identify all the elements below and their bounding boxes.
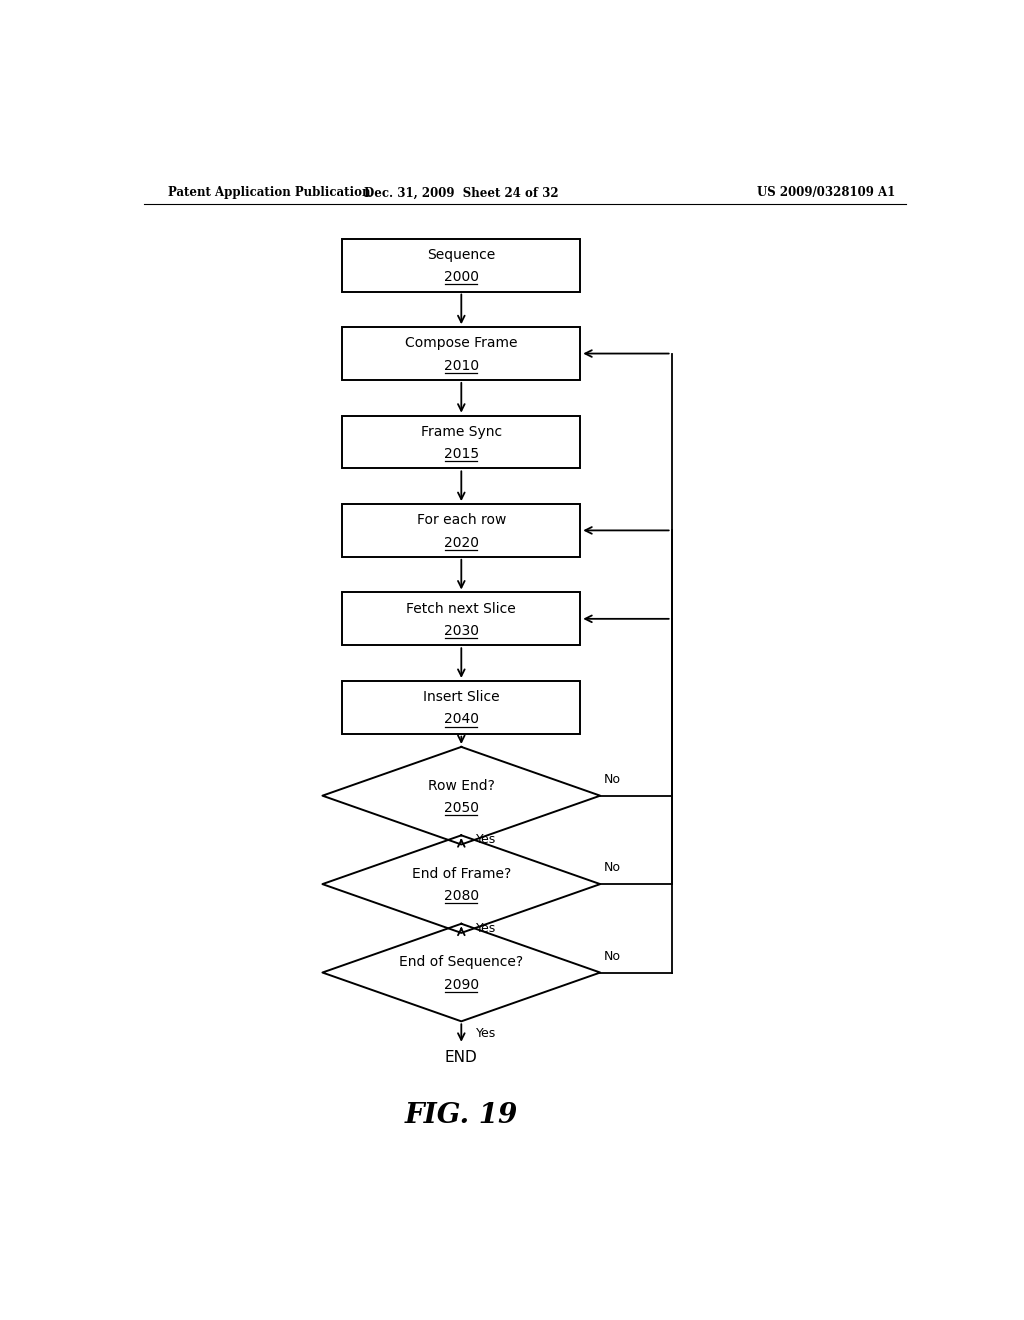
Text: No: No [604,862,622,874]
Text: Fetch next Slice: Fetch next Slice [407,602,516,615]
Text: 2020: 2020 [443,536,479,549]
Bar [342,504,581,557]
Text: 2090: 2090 [443,978,479,991]
Text: US 2009/0328109 A1: US 2009/0328109 A1 [757,186,896,199]
Polygon shape [323,747,600,845]
Text: No: No [604,950,622,962]
Text: 2040: 2040 [443,713,479,726]
Text: Insert Slice: Insert Slice [423,690,500,704]
Polygon shape [323,924,600,1022]
Text: Frame Sync: Frame Sync [421,425,502,438]
Text: 2050: 2050 [443,801,479,814]
Text: No: No [604,774,622,785]
Bar [342,327,581,380]
Text: 2080: 2080 [443,890,479,903]
Bar [342,416,581,469]
Text: End of Sequence?: End of Sequence? [399,956,523,969]
Text: END: END [445,1051,477,1065]
Text: Row End?: Row End? [428,779,495,792]
Polygon shape [323,836,600,933]
Bar [342,593,581,645]
Text: For each row: For each row [417,513,506,527]
Text: 2015: 2015 [443,447,479,461]
Text: Sequence: Sequence [427,248,496,261]
Text: End of Frame?: End of Frame? [412,867,511,880]
Text: FIG. 19: FIG. 19 [404,1102,518,1130]
Text: Dec. 31, 2009  Sheet 24 of 32: Dec. 31, 2009 Sheet 24 of 32 [364,186,559,199]
Text: Yes: Yes [475,921,496,935]
Text: 2000: 2000 [443,271,479,284]
Bar [342,681,581,734]
Text: Yes: Yes [475,1027,496,1040]
Text: 2010: 2010 [443,359,479,372]
Text: Patent Application Publication: Patent Application Publication [168,186,371,199]
Text: Yes: Yes [475,833,496,846]
Bar [342,239,581,292]
Text: 2030: 2030 [443,624,479,638]
Text: Compose Frame: Compose Frame [406,337,517,350]
